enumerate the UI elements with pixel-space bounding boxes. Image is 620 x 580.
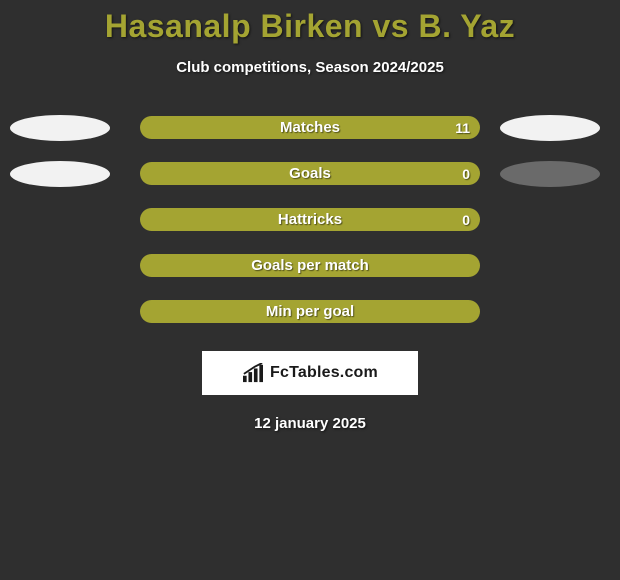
stat-bar: Min per goal: [140, 300, 480, 323]
stat-value-right: 0: [462, 212, 470, 228]
stat-row: Min per goal: [0, 300, 620, 323]
stat-label: Hattricks: [278, 211, 342, 228]
left-ellipse-icon: [10, 161, 110, 187]
stats-rows: Matches 11 Goals 0 Hattricks 0 Goals per…: [0, 116, 620, 323]
stat-label: Matches: [280, 119, 340, 136]
stat-row: Matches 11: [0, 116, 620, 139]
stat-bar: Hattricks 0: [140, 208, 480, 231]
right-ellipse-icon: [500, 161, 600, 187]
stat-label: Goals per match: [251, 257, 369, 274]
stat-bar: Goals per match: [140, 254, 480, 277]
stat-row: Hattricks 0: [0, 208, 620, 231]
stat-row: Goals 0: [0, 162, 620, 185]
right-ellipse-icon: [500, 115, 600, 141]
stat-value-right: 0: [462, 166, 470, 182]
stat-label: Min per goal: [266, 303, 354, 320]
logo-text: FcTables.com: [270, 364, 378, 382]
chart-icon: [242, 363, 264, 383]
stat-bar: Matches 11: [140, 116, 480, 139]
stat-value-right: 11: [455, 120, 470, 136]
stat-row: Goals per match: [0, 254, 620, 277]
stat-bar: Goals 0: [140, 162, 480, 185]
logo-box: FcTables.com: [202, 351, 418, 395]
subtitle: Club competitions, Season 2024/2025: [176, 59, 444, 76]
page-title: Hasanalp Birken vs B. Yaz: [105, 8, 515, 45]
date-label: 12 january 2025: [254, 415, 366, 432]
stat-label: Goals: [289, 165, 331, 182]
content-wrapper: Hasanalp Birken vs B. Yaz Club competiti…: [0, 0, 620, 432]
left-ellipse-icon: [10, 115, 110, 141]
